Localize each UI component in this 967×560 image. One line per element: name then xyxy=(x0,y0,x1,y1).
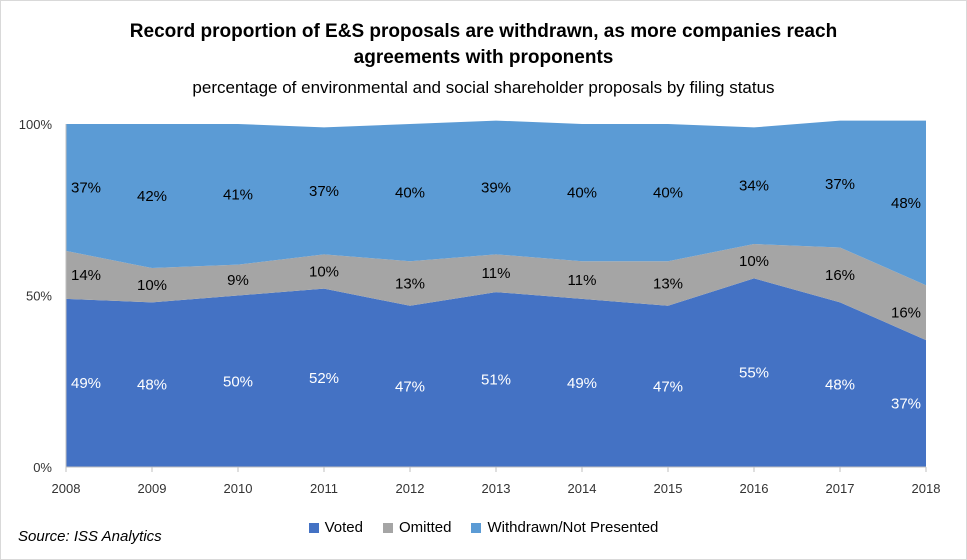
data-label-omitted: 10% xyxy=(309,263,339,280)
data-label-omitted: 11% xyxy=(568,272,597,289)
data-label-withdrawn-not-presented: 40% xyxy=(567,185,597,202)
x-tick-label: 2008 xyxy=(52,481,81,496)
area-voted xyxy=(66,278,926,467)
chart-title-line-1: Record proportion of E&S proposals are w… xyxy=(129,21,838,42)
x-tick-label: 2016 xyxy=(740,481,769,496)
legend-swatch-withdrawn xyxy=(471,522,482,533)
data-label-withdrawn-not-presented: 39% xyxy=(481,179,511,196)
legend-item-withdrawn: Withdrawn/Not Presented xyxy=(471,519,658,536)
data-label-withdrawn-not-presented: 42% xyxy=(137,188,167,205)
area-withdrawn-not-presented xyxy=(66,120,926,286)
data-label-voted: 49% xyxy=(567,375,597,392)
data-label-voted: 47% xyxy=(395,378,425,395)
data-label-voted: 48% xyxy=(137,377,167,394)
data-label-voted: 48% xyxy=(825,377,855,394)
data-label-voted: 47% xyxy=(653,378,683,395)
data-label-withdrawn-not-presented: 41% xyxy=(223,186,253,203)
x-tick-label: 2010 xyxy=(224,481,253,496)
x-tick-label: 2015 xyxy=(654,481,683,496)
data-label-omitted: 16% xyxy=(825,267,855,284)
source-note: Source: ISS Analytics xyxy=(18,528,162,545)
data-label-omitted: 10% xyxy=(137,277,167,294)
legend-swatch-omitted xyxy=(382,522,393,533)
x-tick-label: 2013 xyxy=(482,481,511,496)
data-label-withdrawn-not-presented: 40% xyxy=(395,185,425,202)
chart-subtitle: percentage of environmental and social s… xyxy=(192,78,775,97)
y-tick-label: 0% xyxy=(33,460,52,475)
data-label-omitted: 14% xyxy=(71,267,101,284)
data-label-voted: 49% xyxy=(71,375,101,392)
data-label-voted: 37% xyxy=(891,396,921,413)
data-label-voted: 50% xyxy=(223,373,253,390)
legend-label-omitted: Omitted xyxy=(398,519,452,536)
legend-item-voted: Voted xyxy=(308,519,363,536)
data-label-omitted: 16% xyxy=(891,305,921,322)
data-label-voted: 51% xyxy=(481,372,511,389)
data-label-omitted: 11% xyxy=(482,265,511,282)
data-label-withdrawn-not-presented: 37% xyxy=(825,176,855,193)
x-tick-label: 2011 xyxy=(310,481,338,496)
x-tick-label: 2014 xyxy=(568,481,597,496)
data-label-withdrawn-not-presented: 34% xyxy=(739,178,769,195)
legend-swatch-voted xyxy=(308,522,319,533)
legend-label-voted: Voted xyxy=(324,519,363,536)
y-tick-label: 50% xyxy=(26,289,52,304)
data-label-withdrawn-not-presented: 48% xyxy=(891,195,921,212)
data-label-omitted: 13% xyxy=(653,275,683,292)
y-tick-label: 100% xyxy=(19,117,53,132)
data-label-voted: 55% xyxy=(739,365,769,382)
x-tick-label: 2012 xyxy=(396,481,425,496)
area-omitted xyxy=(66,244,926,341)
legend-label-withdrawn: Withdrawn/Not Presented xyxy=(487,519,659,536)
x-tick-label: 2017 xyxy=(826,481,855,496)
legend-item-omitted: Omitted xyxy=(382,519,452,536)
data-label-withdrawn-not-presented: 37% xyxy=(71,179,101,196)
data-label-withdrawn-not-presented: 40% xyxy=(653,185,683,202)
chart-title-line-2: agreements with proponents xyxy=(353,47,614,68)
data-label-omitted: 9% xyxy=(227,272,249,289)
data-label-voted: 52% xyxy=(309,370,339,387)
data-label-omitted: 10% xyxy=(739,253,769,270)
data-label-omitted: 13% xyxy=(395,275,425,292)
x-tick-label: 2009 xyxy=(138,481,167,496)
data-label-withdrawn-not-presented: 37% xyxy=(309,183,339,200)
legend: Voted Omitted Withdrawn/Not Presented xyxy=(0,519,967,536)
x-tick-label: 2018 xyxy=(912,481,941,496)
